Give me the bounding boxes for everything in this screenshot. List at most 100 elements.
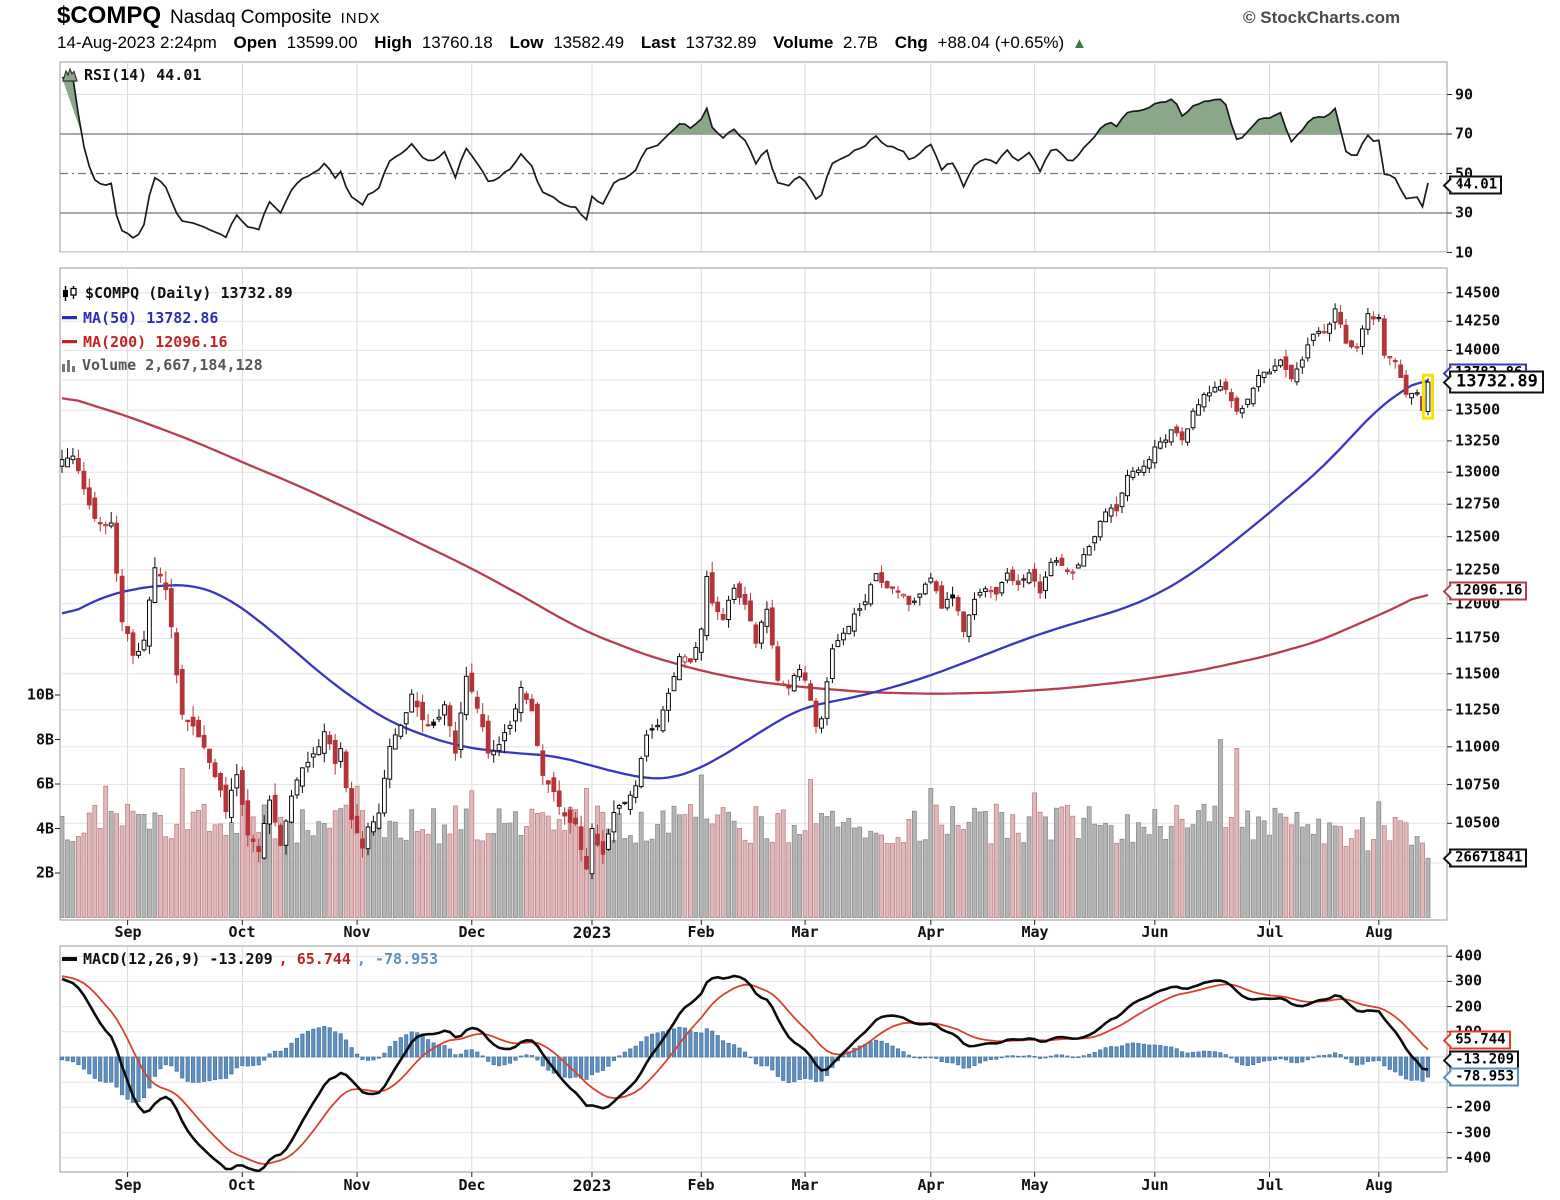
rsi-value-callout: 44.01 [1449, 175, 1503, 195]
rsi-legend-label: RSI(14) 44.01 [84, 66, 202, 84]
x-axis-month-label: Mar [791, 1176, 819, 1194]
x-axis-month-label: 2023 [572, 1176, 612, 1195]
last-label: Last [640, 33, 676, 52]
macd-series [60, 974, 1447, 1172]
volume-axis-label: 4B [35, 819, 54, 838]
stockcharts-credit: © StockCharts.com [1243, 8, 1401, 27]
signal-value-callout: 65.744 [1449, 1030, 1511, 1050]
low-label: Low [509, 33, 544, 52]
ma200-legend: MA(200) 12096.16 [62, 333, 228, 351]
price-axis-label: 11000 [1455, 737, 1501, 756]
price-axis-label: 11750 [1455, 628, 1501, 647]
high-label: High [374, 33, 413, 52]
price-axis-label: 14250 [1455, 311, 1501, 330]
open-label: Open [233, 33, 277, 52]
rsi-area-icon [62, 68, 78, 82]
price-axis-label: 14000 [1455, 340, 1501, 359]
volume-axis-label: 10B [26, 685, 54, 704]
x-axis-month-label: Jun [1141, 1176, 1169, 1194]
volume-value: 2.7B [843, 33, 879, 52]
x-axis-month-label: Jun [1141, 923, 1169, 941]
rsi-axis-label: 30 [1455, 203, 1474, 222]
open-value: 13599.00 [286, 33, 358, 52]
volume-axis-label: 6B [35, 774, 54, 793]
rsi-legend: RSI(14) 44.01 [62, 66, 201, 84]
macd-axis-label: -300 [1455, 1123, 1492, 1142]
x-axis-month-label: Jul [1256, 923, 1284, 941]
x-axis-month-label: Sep [114, 1176, 142, 1194]
hist-value-callout: -78.953 [1449, 1067, 1520, 1087]
price-axis-label: 14500 [1455, 283, 1501, 302]
x-axis-month-label: Oct [228, 923, 256, 941]
volume-legend-label: Volume 2,667,184,128 [82, 356, 263, 374]
price-axis-label: 12500 [1455, 527, 1501, 546]
volume-value-callout: 26671841 [1449, 848, 1528, 868]
last-candle-highlight [1421, 373, 1435, 420]
macd-legend-label: MACD(12,26,9) -13.209 [83, 950, 273, 968]
ma200-legend-label: MA(200) 12096.16 [83, 333, 228, 351]
macd-line-icon [62, 956, 77, 961]
symbol: $COMPQ [57, 2, 162, 29]
volume-legend: Volume 2,667,184,128 [62, 356, 263, 374]
macd-axis-label: 300 [1455, 971, 1483, 990]
x-axis-month-label: Mar [791, 923, 819, 941]
last-value: 13732.89 [685, 33, 757, 52]
ma50-legend: MA(50) 13782.86 [62, 309, 218, 327]
histogram-legend-label: , -78.953 [356, 950, 439, 968]
x-axis-month-label: May [1021, 1176, 1049, 1194]
macd-axis-label: 200 [1455, 997, 1483, 1016]
x-axis-month-label: Sep [114, 923, 142, 941]
x-axis-month-label: Apr [917, 923, 945, 941]
main-series [60, 303, 1435, 918]
volume-axis-label: 8B [35, 730, 54, 749]
exchange-label: INDX [340, 10, 381, 27]
signal-legend-label: , 65.744 [278, 950, 351, 968]
quote-line: 14-Aug-2023 2:24pm Open 13599.00 High 13… [57, 33, 1087, 53]
header-title-row: $COMPQ Nasdaq Composite INDX [57, 2, 380, 30]
ma200-value-callout: 12096.16 [1449, 581, 1528, 601]
price-axis-label: 10750 [1455, 775, 1501, 794]
volume-bars-icon [62, 359, 75, 372]
candlestick-icon [63, 285, 77, 301]
rsi-axis-label: 90 [1455, 85, 1474, 104]
macd-axis-label: -400 [1455, 1148, 1492, 1167]
price-axis-label: 12250 [1455, 560, 1501, 579]
chg-label: Chg [894, 33, 928, 52]
x-axis-month-label: Oct [228, 1176, 256, 1194]
x-axis-month-label: Dec [458, 923, 486, 941]
x-axis-month-label: Nov [343, 1176, 371, 1194]
price-axis-label: 11250 [1455, 700, 1501, 719]
macd-axis-label: -200 [1455, 1097, 1492, 1116]
x-axis-month-label: Jul [1256, 1176, 1284, 1194]
x-axis-month-label: Aug [1365, 923, 1393, 941]
quote-datetime: 14-Aug-2023 2:24pm [57, 33, 217, 52]
symbol-name: Nasdaq Composite [170, 7, 332, 28]
symbol-legend: $COMPQ (Daily) 13732.89 [62, 284, 293, 302]
price-axis-label: 10500 [1455, 813, 1501, 832]
up-triangle-icon: ▲ [1071, 35, 1087, 52]
macd-axis-label: 400 [1455, 946, 1483, 965]
ma50-line-icon [62, 316, 77, 320]
x-axis-month-label: Apr [917, 1176, 945, 1194]
volume-label: Volume [773, 33, 834, 52]
ma200-line-icon [62, 340, 77, 344]
volume-axis-label: 2B [35, 863, 54, 882]
macd-legend: MACD(12,26,9) -13.209 , 65.744 , -78.953 [62, 950, 438, 968]
rsi-axis-label: 10 [1455, 243, 1474, 262]
price-axis-label: 13000 [1455, 462, 1501, 481]
x-axis-month-label: Feb [687, 923, 715, 941]
last-price-callout: 13732.89 [1449, 370, 1544, 394]
x-axis-month-label: Feb [687, 1176, 715, 1194]
price-axis-label: 11500 [1455, 664, 1501, 683]
ma50-legend-label: MA(50) 13782.86 [83, 309, 219, 327]
price-axis-label: 13500 [1455, 400, 1501, 419]
x-axis-month-label: May [1021, 923, 1049, 941]
price-axis-label: 12750 [1455, 494, 1501, 513]
rsi-axis-label: 70 [1455, 124, 1474, 143]
low-value: 13582.49 [553, 33, 625, 52]
x-axis-month-label: Aug [1365, 1176, 1393, 1194]
rsi-series [61, 76, 1429, 239]
chg-value: +88.04 (+0.65%) [937, 33, 1065, 52]
